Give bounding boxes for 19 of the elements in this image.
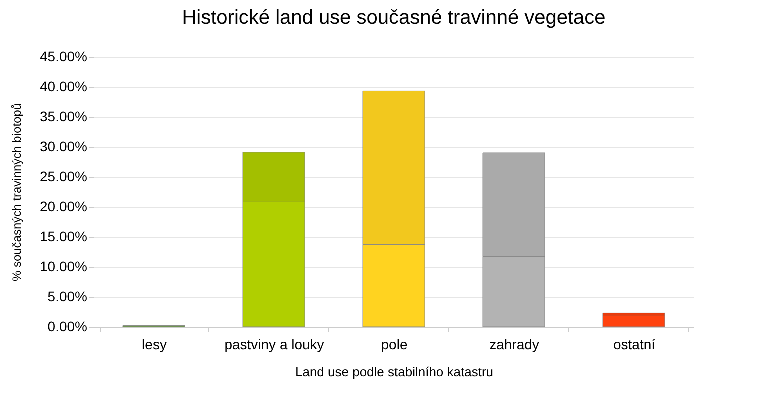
y-tick-label: 25.00% — [40, 168, 88, 184]
y-tick-label: 0.00% — [48, 318, 88, 334]
x-tick-label: pastviny a louky — [224, 336, 324, 352]
y-tick-label: 35.00% — [40, 108, 88, 124]
y-tick-label: 5.00% — [48, 288, 88, 304]
bar — [602, 316, 666, 328]
x-axis-title: Land use podle stabilního katastru — [295, 364, 494, 380]
y-tick-label: 15.00% — [40, 228, 88, 244]
y-tick-label: 40.00% — [40, 78, 88, 94]
y-tick-label: 45.00% — [40, 48, 88, 64]
x-tick-label: pole — [381, 336, 408, 352]
y-tick-label: 20.00% — [40, 198, 88, 214]
y-tick-label: 30.00% — [40, 138, 88, 154]
x-tick-label: lesy — [142, 336, 167, 352]
x-tick-label: zahrady — [490, 336, 540, 352]
chart-title: Historické land use současné travinné vegetace — [182, 7, 606, 29]
x-tick-label: ostatní — [613, 336, 656, 352]
y-axis-title: % současných travinných biotopů — [10, 103, 24, 282]
y-tick-label: 10.00% — [40, 258, 88, 274]
